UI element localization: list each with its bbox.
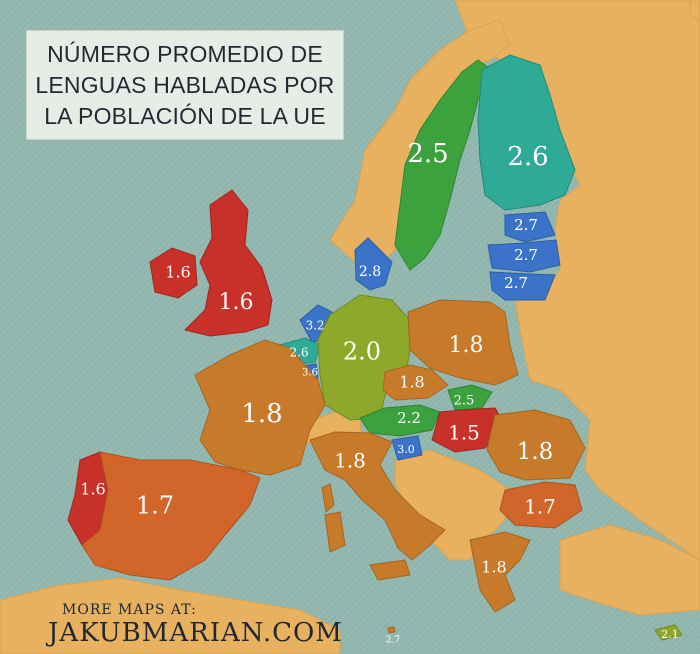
value-denmark: 2.8 [359, 264, 381, 280]
region-sardinia [324, 511, 346, 553]
value-italy: 1.8 [334, 449, 366, 473]
value-slovenia: 3.0 [397, 443, 415, 456]
land-north-africa [0, 577, 341, 654]
value-sweden: 2.5 [407, 139, 448, 169]
value-finland: 2.6 [507, 142, 548, 172]
region-lithuania [489, 271, 556, 301]
region-greece [469, 531, 531, 613]
region-finland [477, 54, 576, 211]
value-czechia: 1.8 [399, 373, 424, 392]
region-malta [387, 626, 396, 634]
value-cyprus: 2.1 [661, 628, 679, 641]
map-title: NÚMERO PROMEDIO DE LENGUAS HABLADAS POR … [35, 40, 335, 129]
region-ireland [149, 247, 198, 299]
value-spain: 1.7 [136, 492, 174, 520]
value-slovakia: 2.5 [454, 394, 475, 409]
value-germany: 2.0 [343, 338, 381, 366]
region-denmark [354, 237, 393, 291]
value-malta: 2.7 [386, 636, 401, 646]
value-greece: 1.8 [481, 558, 506, 577]
region-france [194, 339, 326, 476]
region-bulgaria [499, 481, 583, 529]
land-norway [329, 19, 511, 266]
value-uk: 1.6 [219, 290, 254, 315]
value-hungary: 1.5 [448, 421, 480, 445]
region-corsica [321, 483, 335, 513]
land-turkey [559, 524, 700, 616]
region-slovenia [391, 435, 423, 461]
credit-site: JAKUBMARIAN.COM [48, 618, 343, 648]
land-iceland-faroe [689, 0, 700, 21]
region-austria [359, 404, 441, 437]
region-czechia [382, 364, 449, 401]
region-spain [81, 451, 261, 581]
value-netherlands: 3.2 [305, 319, 324, 333]
map-title-box: NÚMERO PROMEDIO DE LENGUAS HABLADAS POR … [26, 30, 344, 140]
region-slovakia [447, 384, 493, 411]
region-latvia [487, 239, 561, 273]
value-ireland: 1.6 [165, 263, 190, 282]
region-cyprus [654, 624, 683, 641]
region-italy [309, 431, 446, 561]
credit-line1: MORE MAPS AT: [62, 602, 197, 618]
value-austria: 2.2 [397, 409, 421, 427]
region-poland [407, 299, 519, 386]
region-uk [184, 189, 273, 337]
value-latvia: 2.7 [514, 246, 538, 264]
value-luxembourg: 3.6 [302, 368, 318, 379]
value-france: 1.8 [241, 399, 282, 429]
region-sicily [369, 559, 411, 581]
value-lithuania: 2.7 [504, 274, 528, 292]
value-belgium: 2.6 [289, 346, 308, 360]
value-poland: 1.8 [449, 333, 484, 358]
value-portugal: 1.6 [80, 480, 105, 499]
value-estonia: 2.7 [514, 216, 538, 234]
region-estonia [504, 211, 556, 243]
value-bulgaria: 1.7 [524, 495, 556, 519]
value-romania: 1.8 [517, 439, 554, 465]
region-romania [486, 409, 586, 481]
